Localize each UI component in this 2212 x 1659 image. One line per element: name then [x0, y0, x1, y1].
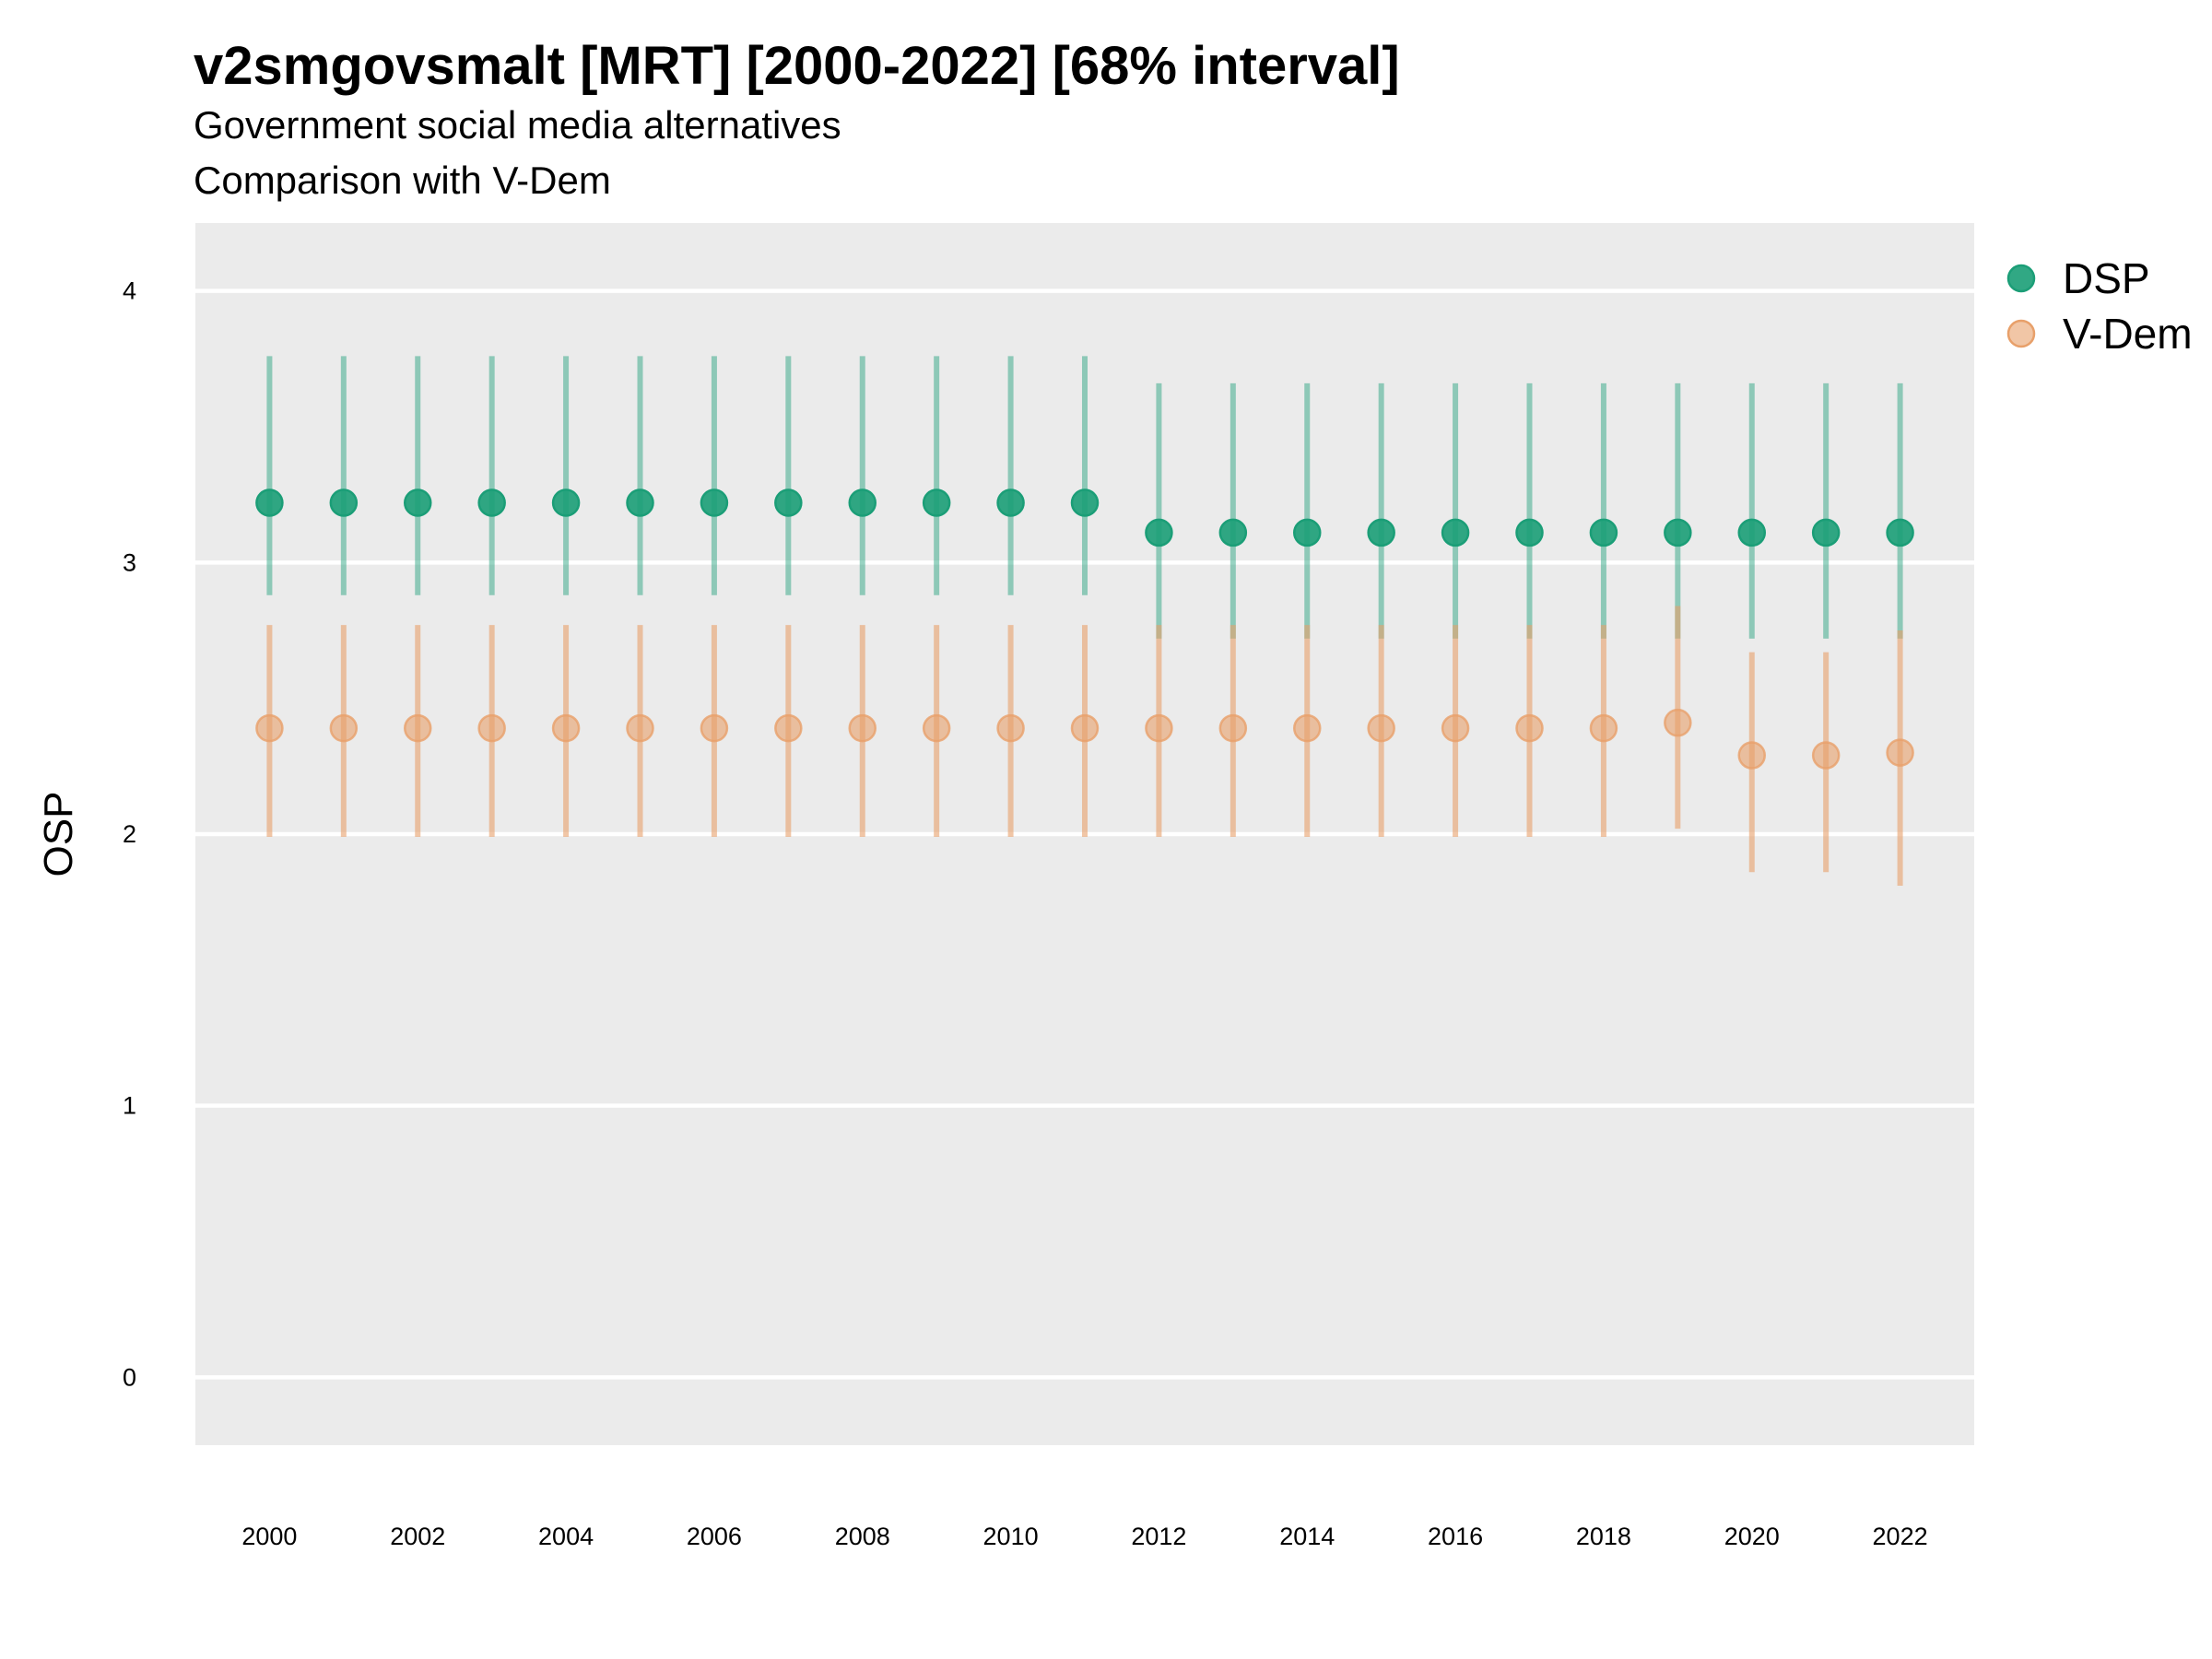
data-point [1293, 518, 1322, 547]
data-point [1145, 518, 1173, 547]
data-point [1293, 713, 1322, 743]
data-point [1664, 518, 1692, 547]
data-point [1367, 518, 1395, 547]
data-point [1441, 518, 1470, 547]
series-marks [255, 356, 1914, 886]
legend-swatch [2006, 319, 2036, 348]
x-tick-label: 2002 [390, 1523, 445, 1550]
x-tick-label: 2006 [687, 1523, 742, 1550]
data-point [848, 488, 877, 517]
data-point [255, 488, 284, 517]
data-point [996, 488, 1025, 517]
data-point [1367, 713, 1395, 743]
legend-item: V-Dem [2006, 310, 2193, 358]
x-tick-label: 2018 [1576, 1523, 1631, 1550]
y-tick-label: 1 [123, 1092, 136, 1120]
y-axis-ticks: 0 1 2 3 4 [123, 277, 136, 1392]
legend-label: V-Dem [2063, 310, 2193, 358]
data-point [477, 488, 506, 517]
data-point [1886, 518, 1914, 547]
x-tick-label: 2000 [241, 1523, 297, 1550]
x-axis-ticks: 2000 2002 2004 2006 2008 2010 2012 2014 2016 2018… [241, 1523, 1927, 1550]
y-tick-label: 0 [123, 1363, 136, 1391]
data-point [477, 713, 506, 743]
data-point [774, 488, 803, 517]
chart-caption: Comparison with V-Dem [194, 159, 611, 202]
legend-item: DSP [2006, 254, 2150, 302]
data-point [848, 713, 877, 743]
data-point [774, 713, 803, 743]
legend-swatch [2006, 264, 2036, 293]
legend-label: DSP [2063, 254, 2150, 302]
data-point [255, 713, 284, 743]
data-point [1218, 518, 1248, 547]
data-point [1811, 518, 1841, 547]
grid-lines [195, 288, 1974, 1380]
data-point [1737, 741, 1766, 770]
y-tick-label: 2 [123, 820, 136, 848]
data-point [551, 488, 581, 517]
data-point [329, 488, 359, 517]
x-tick-label: 2014 [1279, 1523, 1335, 1550]
series-v-dem [255, 606, 1914, 886]
chart-subtitle: Government social media alternatives [194, 103, 841, 147]
data-point [1145, 713, 1173, 743]
data-point [922, 713, 951, 743]
y-tick-label: 4 [123, 277, 136, 305]
data-point [1515, 713, 1544, 743]
data-point [1218, 713, 1248, 743]
x-tick-label: 2016 [1428, 1523, 1483, 1550]
x-tick-label: 2004 [538, 1523, 594, 1550]
y-axis-label: OSP [36, 792, 81, 877]
y-tick-label: 3 [123, 548, 136, 576]
data-point [922, 488, 951, 517]
data-point [700, 713, 729, 743]
data-point [1070, 488, 1100, 517]
data-point [1515, 518, 1544, 547]
chart-title: v2smgovsmalt [MRT] [2000-2022] [68% inte… [194, 36, 1400, 96]
data-point [404, 713, 432, 743]
series-dsp [255, 356, 1914, 639]
x-tick-label: 2010 [983, 1523, 1039, 1550]
data-point [1441, 713, 1470, 743]
data-point [626, 488, 654, 517]
x-tick-label: 2020 [1724, 1523, 1780, 1550]
data-point [1589, 518, 1618, 547]
data-point [700, 488, 729, 517]
data-point [329, 713, 359, 743]
data-point [1664, 708, 1692, 737]
data-point [1070, 713, 1100, 743]
data-point [551, 713, 581, 743]
data-point [626, 713, 654, 743]
x-tick-label: 2012 [1131, 1523, 1186, 1550]
data-point [1811, 741, 1841, 770]
data-point [404, 488, 432, 517]
x-tick-label: 2022 [1873, 1523, 1928, 1550]
data-point [1737, 518, 1766, 547]
data-point [1589, 713, 1618, 743]
legend: DSP V-Dem [2006, 254, 2193, 358]
data-point [996, 713, 1025, 743]
data-point [1886, 738, 1914, 767]
x-tick-label: 2008 [835, 1523, 890, 1550]
